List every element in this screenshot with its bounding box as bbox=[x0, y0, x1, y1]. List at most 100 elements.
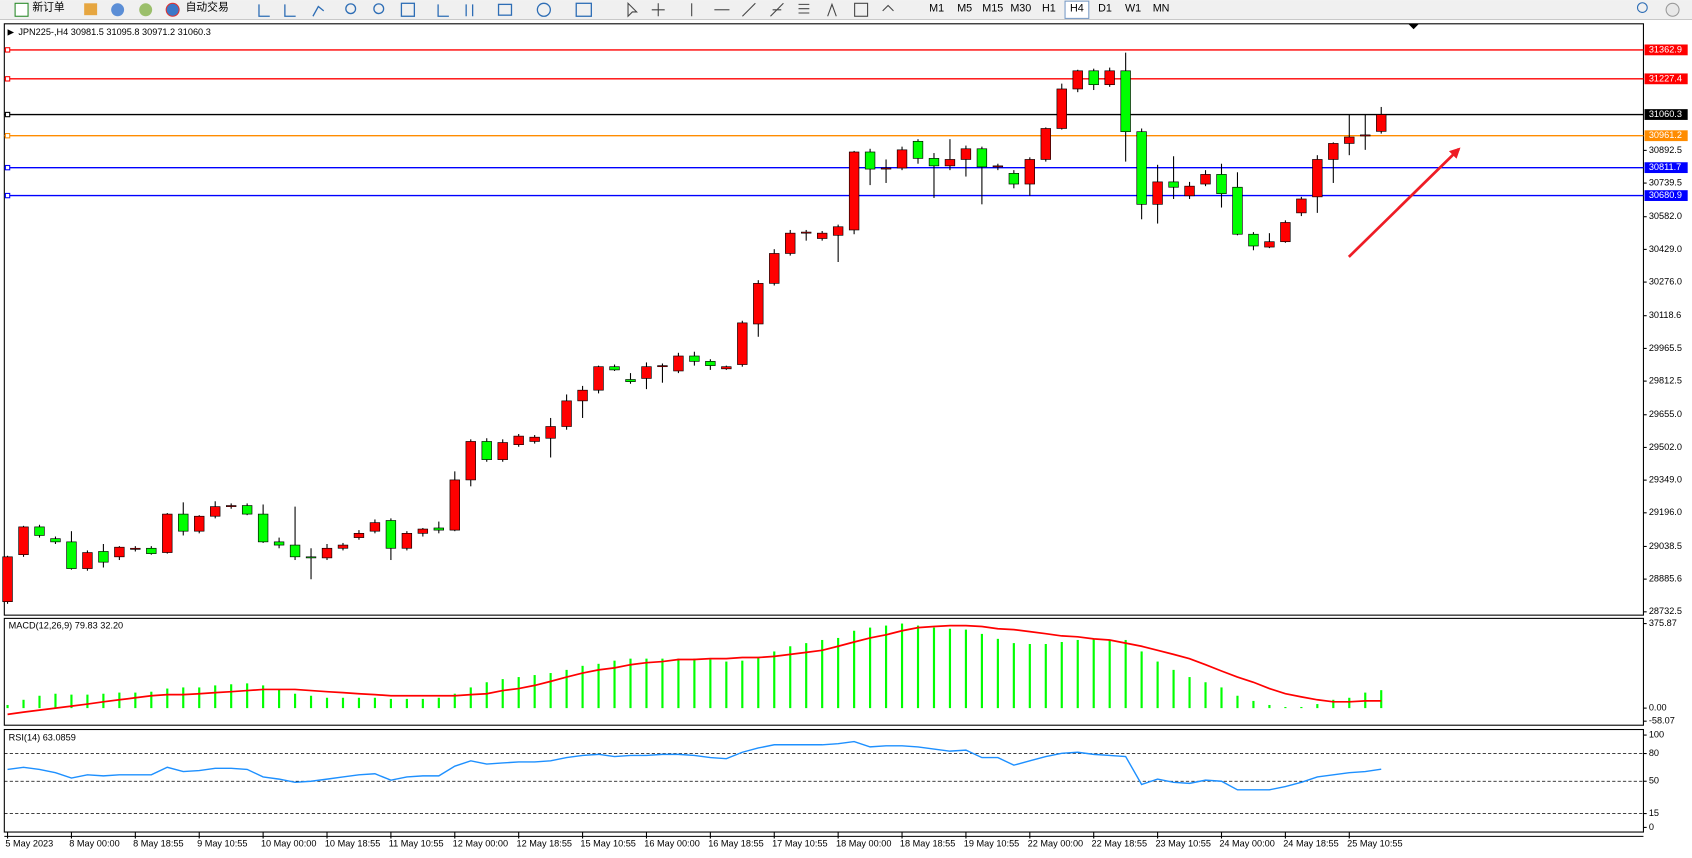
notification-icon[interactable] bbox=[1665, 2, 1680, 17]
price-level-tag bbox=[1644, 162, 1688, 174]
candle-body bbox=[1104, 70, 1115, 86]
candle-body bbox=[1088, 70, 1099, 86]
arrows-tool[interactable] bbox=[882, 4, 894, 12]
y-tick-label: 29655.0 bbox=[1649, 409, 1682, 419]
candle-body bbox=[2, 556, 13, 603]
timeframe-button[interactable]: M5 bbox=[957, 3, 972, 15]
timeframe-button[interactable]: W1 bbox=[1125, 3, 1141, 15]
macd-bar bbox=[1316, 704, 1319, 709]
macd-bar bbox=[1060, 641, 1063, 709]
macd-bar bbox=[166, 688, 169, 709]
candle-body bbox=[273, 541, 285, 546]
crosshair-tool[interactable] bbox=[651, 3, 665, 17]
price-level-tag bbox=[1644, 190, 1688, 201]
macd-bar bbox=[1300, 706, 1303, 709]
price-level-label: 31227.4 bbox=[1649, 73, 1682, 83]
candle-body bbox=[896, 149, 908, 169]
macd-bar bbox=[884, 625, 888, 709]
timeframe-button[interactable]: M30 bbox=[1010, 3, 1031, 15]
x-tick-label: 15 May 10:55 bbox=[580, 838, 635, 848]
toolbar-icon[interactable] bbox=[465, 4, 474, 17]
toolbar-icon[interactable] bbox=[111, 3, 125, 17]
timeframe-button[interactable]: H4 bbox=[1070, 3, 1084, 15]
y-tick-label: -58.07 bbox=[1649, 716, 1675, 726]
timeframe-button[interactable]: H1 bbox=[1042, 3, 1056, 15]
macd-bar bbox=[1028, 644, 1031, 709]
macd-bar bbox=[869, 627, 872, 709]
toolbar-icon[interactable] bbox=[139, 3, 153, 17]
candle-body bbox=[753, 283, 764, 325]
zoom-in-icon[interactable] bbox=[345, 3, 357, 15]
macd-bar bbox=[789, 646, 792, 709]
toolbar-icon[interactable] bbox=[400, 2, 416, 17]
search-icon[interactable] bbox=[1636, 2, 1648, 14]
candle-body bbox=[801, 231, 812, 234]
toolbar-icon[interactable] bbox=[437, 4, 449, 17]
macd-bar bbox=[597, 663, 600, 709]
macd-bar bbox=[1156, 661, 1159, 709]
candle-body bbox=[433, 527, 445, 531]
candle-body bbox=[50, 538, 61, 543]
toolbar-icon[interactable] bbox=[575, 2, 592, 17]
signal-line bbox=[7, 624, 1382, 716]
auto-trade-icon[interactable] bbox=[165, 2, 180, 17]
y-tick-label: 0 bbox=[1649, 822, 1654, 832]
y-tick-label: 80 bbox=[1649, 748, 1659, 758]
candle-body bbox=[705, 361, 716, 366]
label-tool[interactable] bbox=[854, 2, 869, 17]
candle-body bbox=[385, 520, 397, 549]
candle-body bbox=[785, 232, 796, 254]
text-tool[interactable] bbox=[827, 2, 837, 17]
toolbar-icon[interactable] bbox=[536, 2, 551, 17]
macd-bar bbox=[645, 658, 648, 709]
candle-body bbox=[848, 151, 860, 231]
macd-bar bbox=[70, 694, 73, 709]
y-tick-label: 15 bbox=[1649, 808, 1659, 818]
toolbar-icon[interactable] bbox=[284, 4, 296, 17]
y-tick-label: 50 bbox=[1649, 776, 1659, 786]
y-tick-label: 29502.0 bbox=[1649, 442, 1682, 452]
candle-body bbox=[577, 389, 588, 402]
x-tick-label: 10 May 00:00 bbox=[261, 838, 316, 848]
macd-bar bbox=[964, 629, 968, 709]
candle-body bbox=[1024, 159, 1035, 185]
x-tick-label: 24 May 18:55 bbox=[1283, 838, 1338, 848]
toolbar-icon[interactable] bbox=[312, 5, 325, 17]
toolbar-icon[interactable] bbox=[84, 3, 98, 16]
zoom-out-icon[interactable] bbox=[373, 3, 385, 15]
candle-body bbox=[1120, 70, 1131, 133]
macd-bar bbox=[1332, 699, 1335, 709]
toolbar-icon[interactable] bbox=[258, 4, 270, 17]
candle-body bbox=[1344, 136, 1355, 144]
y-tick-label: 30429.0 bbox=[1649, 244, 1682, 254]
candle-body bbox=[928, 158, 940, 167]
new-order-button[interactable]: 新订单 bbox=[32, 0, 65, 13]
timeframe-button[interactable]: M15 bbox=[982, 3, 1003, 15]
y-tick-label: 29965.5 bbox=[1649, 343, 1682, 353]
cursor-tool[interactable] bbox=[627, 1, 638, 18]
macd-bar bbox=[980, 633, 983, 709]
candle-body bbox=[641, 366, 652, 379]
channel-tool[interactable] bbox=[770, 2, 784, 17]
macd-bar bbox=[86, 694, 89, 709]
candle-body bbox=[976, 148, 988, 168]
macd-bar bbox=[309, 695, 313, 709]
timeframe-button[interactable]: M1 bbox=[929, 3, 944, 15]
timeframe-button[interactable]: MN bbox=[1153, 3, 1170, 15]
trendline-tool[interactable] bbox=[742, 2, 756, 17]
candle-body bbox=[1072, 70, 1083, 90]
toolbar-icon[interactable] bbox=[497, 3, 513, 16]
fibo-tool[interactable] bbox=[798, 3, 810, 14]
candle-body bbox=[880, 167, 892, 170]
candle-body bbox=[832, 226, 844, 236]
chart-title: JPN225-,H4 30981.5 31095.8 30971.2 31060… bbox=[18, 27, 210, 37]
auto-trade-button[interactable]: 自动交易 bbox=[186, 0, 229, 13]
timeframe-button[interactable]: D1 bbox=[1098, 3, 1112, 15]
new-order-icon[interactable] bbox=[14, 2, 29, 17]
macd-bar bbox=[134, 692, 137, 709]
macd-bar bbox=[278, 689, 281, 709]
macd-bar bbox=[565, 669, 568, 709]
candle-body bbox=[1376, 114, 1387, 132]
x-tick-label: 18 May 18:55 bbox=[900, 838, 955, 848]
candle-body bbox=[337, 544, 349, 549]
